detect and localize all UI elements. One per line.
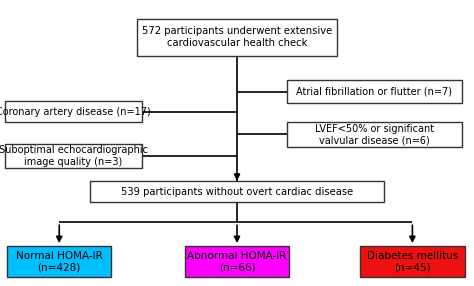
FancyBboxPatch shape bbox=[287, 80, 462, 103]
FancyBboxPatch shape bbox=[287, 122, 462, 146]
FancyBboxPatch shape bbox=[90, 181, 384, 202]
FancyBboxPatch shape bbox=[137, 19, 337, 56]
Text: Abnormal HOMA-IR
(n=66): Abnormal HOMA-IR (n=66) bbox=[187, 251, 287, 273]
Text: LVEF<50% or significant
valvular disease (n=6): LVEF<50% or significant valvular disease… bbox=[315, 124, 434, 145]
FancyBboxPatch shape bbox=[5, 101, 142, 122]
Text: Diabetes mellitus
(n=45): Diabetes mellitus (n=45) bbox=[367, 251, 458, 273]
Text: 539 participants without overt cardiac disease: 539 participants without overt cardiac d… bbox=[121, 187, 353, 196]
Text: 572 participants underwent extensive
cardiovascular health check: 572 participants underwent extensive car… bbox=[142, 26, 332, 48]
Text: Normal HOMA-IR
(n=428): Normal HOMA-IR (n=428) bbox=[16, 251, 103, 273]
Text: Suboptimal echocardiographic
image quality (n=3): Suboptimal echocardiographic image quali… bbox=[0, 145, 148, 167]
FancyBboxPatch shape bbox=[5, 144, 142, 168]
FancyBboxPatch shape bbox=[360, 246, 465, 277]
FancyBboxPatch shape bbox=[185, 246, 289, 277]
Text: Coronary artery disease (n=17): Coronary artery disease (n=17) bbox=[0, 107, 151, 116]
Text: Atrial fibrillation or flutter (n=7): Atrial fibrillation or flutter (n=7) bbox=[296, 87, 453, 96]
FancyBboxPatch shape bbox=[7, 246, 111, 277]
